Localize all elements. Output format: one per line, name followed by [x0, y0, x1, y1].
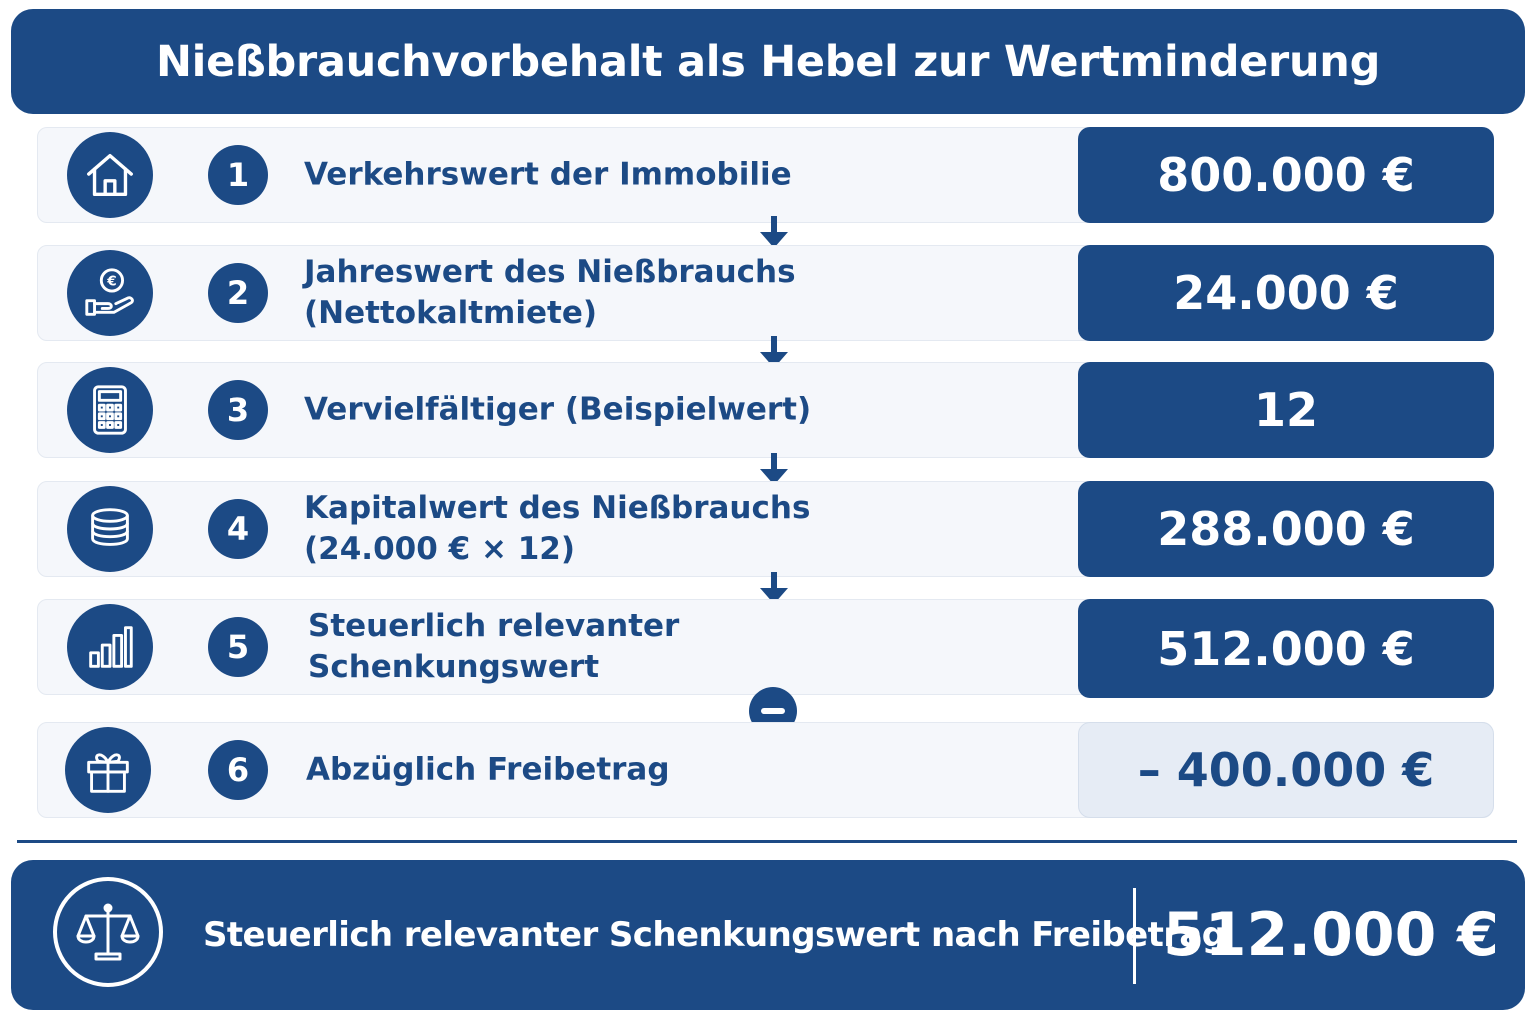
- step-label-line: Schenkungswert: [308, 649, 600, 685]
- separator: [1133, 888, 1136, 984]
- coin-stack-icon: [67, 486, 153, 572]
- house-icon: [67, 132, 153, 218]
- arrow-down-icon: [760, 453, 788, 485]
- calculator-icon: [67, 367, 153, 453]
- result-value: 512.000 €: [1163, 900, 1499, 970]
- step-value: 800.000 €: [1078, 127, 1494, 223]
- step-label: Abzüglich Freibetrag: [306, 750, 866, 791]
- step-label-line: Jahreswert des Nießbrauchs: [304, 254, 796, 290]
- step-value: 24.000 €: [1078, 245, 1494, 341]
- arrow-down-icon: [760, 572, 788, 604]
- title-banner: Nießbrauchvorbehalt als Hebel zur Wertmi…: [11, 9, 1525, 114]
- step-label: Vervielfältiger (Beispielwert): [304, 390, 864, 431]
- step-value: 12: [1078, 362, 1494, 458]
- step-value: – 400.000 €: [1078, 722, 1494, 818]
- arrow-down-icon: [760, 336, 788, 368]
- bar-chart-icon: [67, 604, 153, 690]
- step-value: 512.000 €: [1078, 599, 1494, 698]
- divider: [17, 840, 1517, 843]
- step-label-line: Vervielfältiger (Beispielwert): [304, 391, 812, 428]
- result-banner: Steuerlich relevanter Schenkungswert nac…: [11, 860, 1525, 1010]
- step-number: 4: [208, 499, 268, 559]
- step-number: 3: [208, 380, 268, 440]
- scales-icon: [53, 877, 163, 987]
- step-label-line: Verkehrswert der Immobilie: [304, 156, 792, 193]
- step-label-line: (Nettokaltmiete): [304, 295, 598, 331]
- result-label: Steuerlich relevanter Schenkungswert nac…: [203, 915, 1226, 955]
- step-number: 2: [208, 263, 268, 323]
- step-label-line: Steuerlich relevanter: [308, 608, 680, 644]
- gift-icon: [65, 727, 151, 813]
- step-number: 5: [208, 617, 268, 677]
- arrow-down-icon: [760, 216, 788, 248]
- step-value: 288.000 €: [1078, 481, 1494, 577]
- step-label-line: Abzüglich Freibetrag: [306, 751, 670, 788]
- step-number: 1: [208, 145, 268, 205]
- hand-euro-coin-icon: €: [67, 250, 153, 336]
- step-label: Jahreswert des Nießbrauchs (Nettokaltmie…: [304, 252, 864, 334]
- step-label: Verkehrswert der Immobilie: [304, 155, 864, 196]
- page-title: Nießbrauchvorbehalt als Hebel zur Wertmi…: [155, 36, 1381, 87]
- step-label: Kapitalwert des Nießbrauchs (24.000 € × …: [304, 488, 864, 570]
- step-label-line: (24.000 € × 12): [304, 531, 576, 567]
- step-label-line: Kapitalwert des Nießbrauchs: [304, 490, 811, 526]
- svg-text:€: €: [106, 273, 116, 289]
- step-number: 6: [208, 740, 268, 800]
- step-label: Steuerlich relevanter Schenkungswert: [308, 606, 868, 688]
